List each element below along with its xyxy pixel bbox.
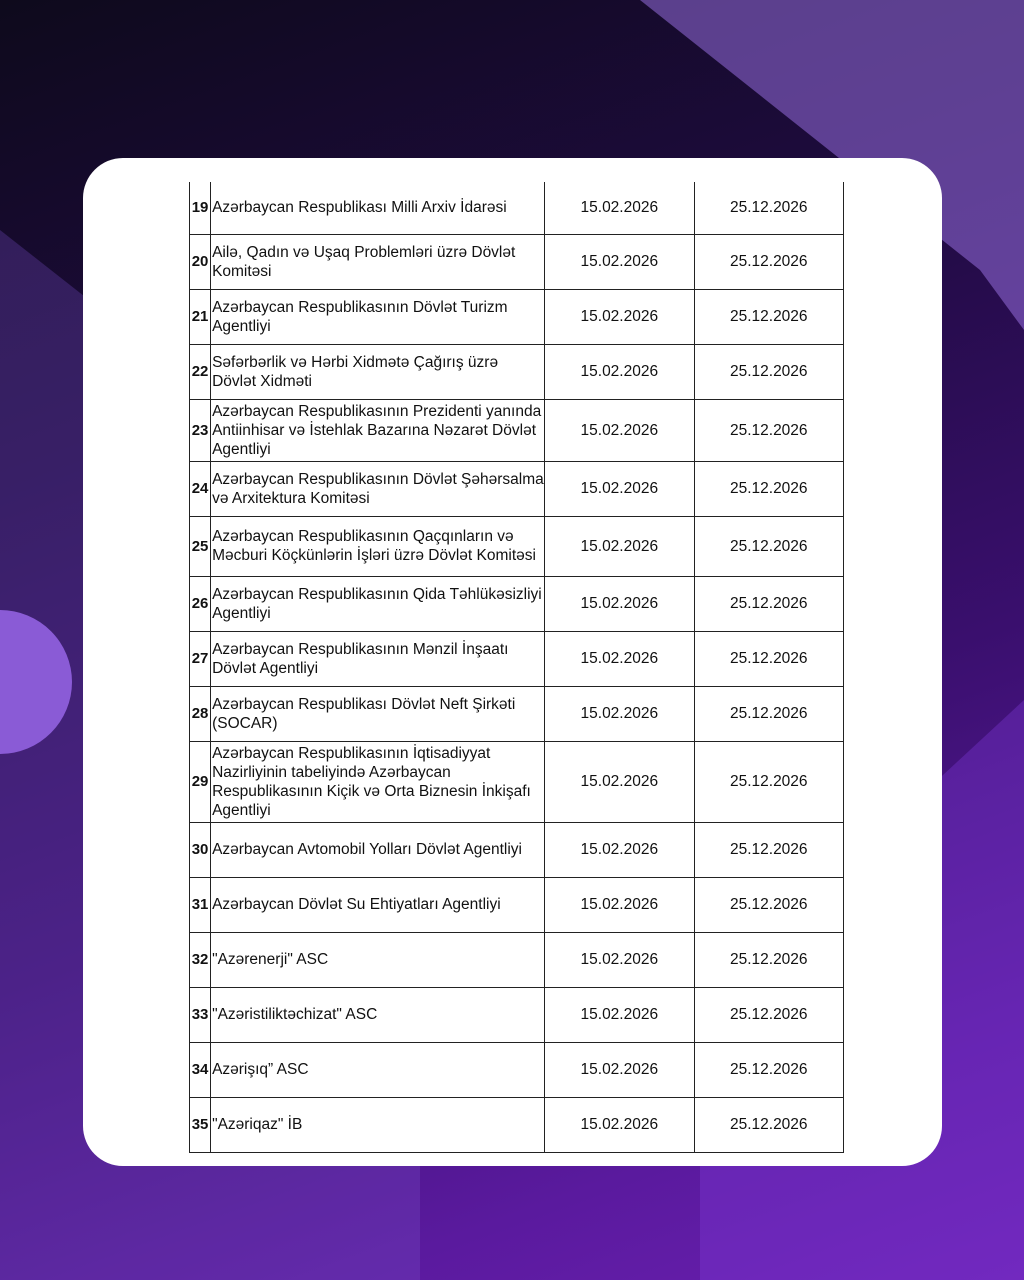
start-date: 15.02.2026 <box>544 1041 695 1098</box>
start-date: 15.02.2026 <box>544 288 695 345</box>
end-date: 25.12.2026 <box>693 575 845 632</box>
background-shape <box>640 0 1024 330</box>
start-date: 15.02.2026 <box>544 630 695 687</box>
agency-name: Azərbaycan Respublikasının Qaçqınların v… <box>210 515 546 577</box>
row-number: 28 <box>188 685 212 742</box>
row-number: 23 <box>188 398 212 462</box>
end-date: 25.12.2026 <box>693 515 845 577</box>
end-date: 25.12.2026 <box>693 630 845 687</box>
start-date: 15.02.2026 <box>544 515 695 577</box>
start-date: 15.02.2026 <box>544 233 695 290</box>
row-number: 21 <box>188 288 212 345</box>
start-date: 15.02.2026 <box>544 740 695 823</box>
start-date: 15.02.2026 <box>544 986 695 1043</box>
end-date: 25.12.2026 <box>693 1041 845 1098</box>
row-number: 19 <box>188 182 212 235</box>
table-row: 31 Azərbaycan Dövlət Su Ehtiyatları Agent… <box>188 876 845 933</box>
row-number: 27 <box>188 630 212 687</box>
start-date: 15.02.2026 <box>544 931 695 988</box>
row-number: 35 <box>188 1096 212 1153</box>
table-row: 20 Ailə, Qadın və Uşaq Problemləri üzrə D… <box>188 233 845 290</box>
agency-name: Azərbaycan Respublikasının Dövlət Turizm… <box>210 288 546 345</box>
end-date: 25.12.2026 <box>693 343 845 400</box>
row-number: 33 <box>188 986 212 1043</box>
table-row: 23 Azərbaycan Respublikasının Prezidenti … <box>188 398 845 462</box>
table-row: 25 Azərbaycan Respublikasının Qaçqınların… <box>188 515 845 577</box>
table-row: 34 Azərişıq” ASC 15.02.2026 25.12.2026 <box>188 1041 845 1098</box>
end-date: 25.12.2026 <box>693 398 845 462</box>
agency-table: 19 Azərbaycan Respublikası Milli Arxiv İd… <box>188 182 845 1153</box>
end-date: 25.12.2026 <box>693 740 845 823</box>
agency-name: Azərbaycan Avtomobil Yolları Dövlət Agen… <box>210 821 546 878</box>
start-date: 15.02.2026 <box>544 685 695 742</box>
start-date: 15.02.2026 <box>544 1096 695 1153</box>
row-number: 20 <box>188 233 212 290</box>
start-date: 15.02.2026 <box>544 575 695 632</box>
agency-name: Ailə, Qadın və Uşaq Problemləri üzrə Döv… <box>210 233 546 290</box>
table-row: 19 Azərbaycan Respublikası Milli Arxiv İd… <box>188 182 845 235</box>
agency-name: Azərbaycan Respublikasının Dövlət Şəhərs… <box>210 460 546 517</box>
end-date: 25.12.2026 <box>693 986 845 1043</box>
agency-name: Səfərbərlik və Hərbi Xidmətə Çağırış üzr… <box>210 343 546 400</box>
row-number: 22 <box>188 343 212 400</box>
end-date: 25.12.2026 <box>693 288 845 345</box>
agency-name: Azərbaycan Respublikası Dövlət Neft Şirk… <box>210 685 546 742</box>
start-date: 15.02.2026 <box>544 343 695 400</box>
start-date: 15.02.2026 <box>544 460 695 517</box>
table-row: 35 "Azəriqaz" İB 15.02.2026 25.12.2026 <box>188 1096 845 1153</box>
start-date: 15.02.2026 <box>544 398 695 462</box>
table-row: 21 Azərbaycan Respublikasının Dövlət Turi… <box>188 288 845 345</box>
row-number: 30 <box>188 821 212 878</box>
row-number: 31 <box>188 876 212 933</box>
start-date: 15.02.2026 <box>544 821 695 878</box>
row-number: 25 <box>188 515 212 577</box>
table-row: 30 Azərbaycan Avtomobil Yolları Dövlət Ag… <box>188 821 845 878</box>
end-date: 25.12.2026 <box>693 182 845 235</box>
end-date: 25.12.2026 <box>693 1096 845 1153</box>
table-row: 27 Azərbaycan Respublikasının Mənzil İnşa… <box>188 630 845 687</box>
end-date: 25.12.2026 <box>693 931 845 988</box>
end-date: 25.12.2026 <box>693 821 845 878</box>
end-date: 25.12.2026 <box>693 460 845 517</box>
table-row: 33 "Azəristiliktəchizat" ASC 15.02.2026 25.… <box>188 986 845 1043</box>
end-date: 25.12.2026 <box>693 233 845 290</box>
row-number: 34 <box>188 1041 212 1098</box>
agency-name: Azərbaycan Respublikası Milli Arxiv İdar… <box>210 182 546 235</box>
end-date: 25.12.2026 <box>693 876 845 933</box>
agency-name: Azərbaycan Respublikasının İqtisadiyyat … <box>210 740 546 823</box>
document-card: 19 Azərbaycan Respublikası Milli Arxiv İd… <box>83 158 942 1166</box>
table-row: 26 Azərbaycan Respublikasının Qida Təhlük… <box>188 575 845 632</box>
start-date: 15.02.2026 <box>544 876 695 933</box>
agency-name: Azərbaycan Respublikasının Prezidenti ya… <box>210 398 546 462</box>
table-row: 24 Azərbaycan Respublikasının Dövlət Şəhə… <box>188 460 845 517</box>
agency-name: Azərişıq” ASC <box>210 1041 546 1098</box>
table-row: 28 Azərbaycan Respublikası Dövlət Neft Şi… <box>188 685 845 742</box>
agency-name: Azərbaycan Respublikasının Mənzil İnşaat… <box>210 630 546 687</box>
background-circle <box>0 610 72 754</box>
agency-name: Azərbaycan Respublikasının Qida Təhlükəs… <box>210 575 546 632</box>
agency-name: "Azəriqaz" İB <box>210 1096 546 1153</box>
row-number: 29 <box>188 740 212 823</box>
agency-name: "Azəristiliktəchizat" ASC <box>210 986 546 1043</box>
end-date: 25.12.2026 <box>693 685 845 742</box>
agency-name: Azərbaycan Dövlət Su Ehtiyatları Agentli… <box>210 876 546 933</box>
row-number: 24 <box>188 460 212 517</box>
row-number: 26 <box>188 575 212 632</box>
table-row: 29 Azərbaycan Respublikasının İqtisadiyya… <box>188 740 845 823</box>
table-row: 32 "Azərenerji" ASC 15.02.2026 25.12.2026 <box>188 931 845 988</box>
agency-name: "Azərenerji" ASC <box>210 931 546 988</box>
start-date: 15.02.2026 <box>544 182 695 235</box>
row-number: 32 <box>188 931 212 988</box>
table-row: 22 Səfərbərlik və Hərbi Xidmətə Çağırış ü… <box>188 343 845 400</box>
